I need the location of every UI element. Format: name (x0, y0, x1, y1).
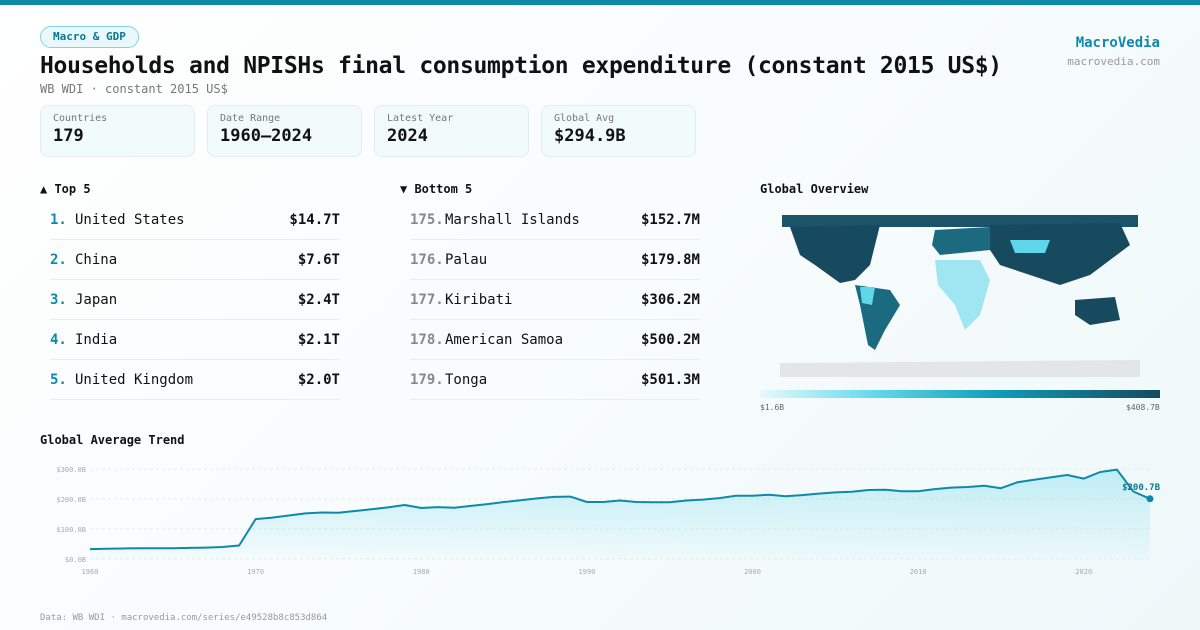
brand-name[interactable]: MacroVedia (1075, 35, 1160, 51)
ranking-row[interactable]: 177. Kiribati $306.2M (410, 280, 700, 320)
x-tick-label: 1990 (578, 568, 595, 576)
world-map[interactable] (760, 205, 1160, 385)
ranking-row[interactable]: 5. United Kingdom $2.0T (50, 360, 340, 400)
rank-number: 177. (410, 291, 444, 308)
stat-label: Global Avg (554, 113, 615, 124)
map-asia[interactable] (990, 223, 1130, 285)
stat-label: Latest Year (387, 113, 454, 124)
country-value: $500.2M (640, 331, 700, 348)
ranking-row[interactable]: 4. India $2.1T (50, 320, 340, 360)
x-tick-label: 2020 (1075, 568, 1092, 576)
map-africa[interactable] (935, 260, 990, 330)
ranking-row[interactable]: 175. Marshall Islands $152.7M (410, 200, 700, 240)
map-central-asia[interactable] (1010, 240, 1050, 253)
country-value: $2.0T (297, 371, 340, 388)
map-andes[interactable] (860, 287, 875, 305)
map-australia[interactable] (1075, 297, 1120, 325)
data-point (1146, 495, 1154, 503)
map-europe[interactable] (932, 227, 990, 255)
x-tick-label: 2010 (910, 568, 927, 576)
map-north-america[interactable] (790, 225, 880, 283)
country-name: China (75, 251, 118, 268)
footer-source: Data: WB WDI · macrovedia.com/series/e49… (40, 613, 328, 623)
map-heading: Global Overview (760, 182, 869, 196)
country-name: India (75, 331, 118, 348)
area-fill (90, 469, 1150, 559)
stat-label: Countries (53, 113, 108, 124)
stat-countries: Countries 179 (40, 105, 195, 157)
rank-number: 5. (50, 371, 67, 388)
ranking-row[interactable]: 2. China $7.6T (50, 240, 340, 280)
country-value: $2.4T (297, 291, 340, 308)
stat-value: 2024 (387, 126, 428, 146)
country-name: Tonga (445, 371, 488, 388)
stat-date-range: Date Range 1960–2024 (207, 105, 362, 157)
trend-chart: $0.0B $100.0B $200.0B $300.0B 1960 1970 1980 19… (56, 466, 1161, 576)
page-title: Households and NPISHs final consumption … (40, 53, 1002, 79)
y-tick-label: $100.0B (56, 526, 86, 534)
country-value: $2.1T (297, 331, 340, 348)
x-tick-label: 1960 (82, 568, 99, 576)
rank-number: 3. (50, 291, 67, 308)
y-tick-label: $0.0B (65, 556, 86, 564)
rank-number: 176. (410, 251, 444, 268)
country-name: Japan (75, 291, 118, 308)
map-antarctica (780, 360, 1140, 377)
x-tick-label: 2000 (744, 568, 761, 576)
rank-number: 1. (50, 211, 67, 228)
stat-label: Date Range (220, 113, 281, 124)
last-value-label: $200.7B (1122, 483, 1161, 493)
ranking-row[interactable]: 179. Tonga $501.3M (410, 360, 700, 400)
country-name: American Samoa (445, 331, 564, 348)
chart-title: Global Average Trend (40, 433, 185, 447)
bottom5-heading: ▼ Bottom 5 (400, 182, 473, 196)
y-tick-label: $300.0B (56, 466, 86, 474)
map-region-north[interactable] (782, 215, 1138, 227)
country-name: United States (75, 211, 185, 228)
rank-number: 179. (410, 371, 444, 388)
y-tick-label: $200.0B (56, 496, 86, 504)
page-subtitle: WB WDI · constant 2015 US$ (40, 82, 228, 96)
country-value: $14.7T (289, 211, 340, 228)
stat-latest-year: Latest Year 2024 (374, 105, 529, 157)
country-value: $152.7M (640, 211, 700, 228)
category-badge[interactable]: Macro & GDP (40, 26, 139, 48)
country-name: Marshall Islands (445, 211, 580, 228)
rank-number: 4. (50, 331, 67, 348)
stat-value: $294.9B (554, 126, 626, 146)
country-name: United Kingdom (75, 371, 194, 388)
color-scale-bar (760, 390, 1160, 398)
country-value: $306.2M (640, 291, 700, 308)
stat-value: 1960–2024 (220, 126, 313, 146)
trend-line (89, 468, 1151, 551)
brand-url[interactable]: macrovedia.com (1067, 55, 1160, 68)
top-accent-bar (0, 0, 1200, 5)
color-scale-max: $408.7B (1126, 403, 1160, 412)
x-tick-label: 1970 (247, 568, 264, 576)
x-tick-label: 1980 (413, 568, 430, 576)
country-value: $7.6T (297, 251, 340, 268)
rank-number: 2. (50, 251, 67, 268)
ranking-row[interactable]: 3. Japan $2.4T (50, 280, 340, 320)
ranking-row[interactable]: 1. United States $14.7T (50, 200, 340, 240)
country-name: Palau (445, 251, 488, 268)
rank-number: 178. (410, 331, 444, 348)
color-scale-min: $1.6B (760, 403, 785, 412)
stat-global-avg: Global Avg $294.9B (541, 105, 696, 157)
rank-number: 175. (410, 211, 444, 228)
stat-value: 179 (53, 126, 84, 146)
country-name: Kiribati (445, 291, 513, 308)
country-value: $179.8M (640, 251, 700, 268)
ranking-row[interactable]: 176. Palau $179.8M (410, 240, 700, 280)
bottom5-list: 175. Marshall Islands $152.7M 176. Palau $179… (410, 200, 700, 400)
top5-heading: ▲ Top 5 (40, 182, 91, 196)
ranking-row[interactable]: 178. American Samoa $500.2M (410, 320, 700, 360)
country-value: $501.3M (640, 371, 700, 388)
top5-list: 1. United States $14.7T 2. China $7.6T 3. Japan… (50, 200, 340, 400)
